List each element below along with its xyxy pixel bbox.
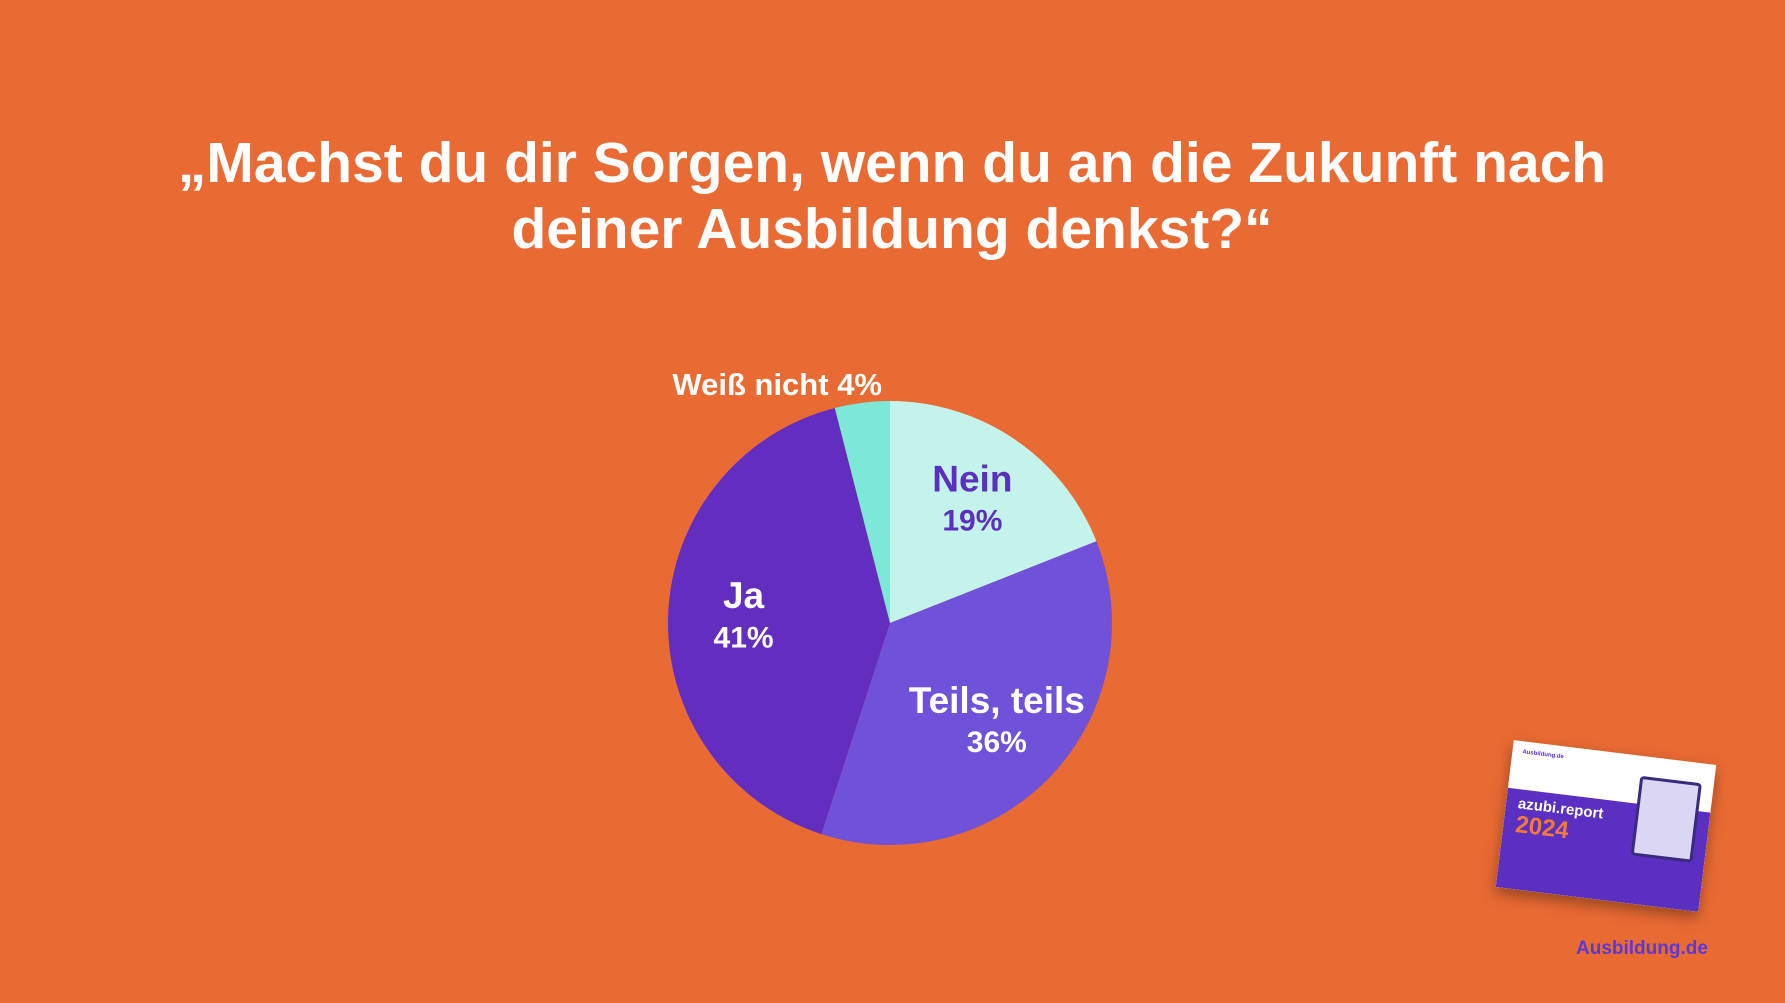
thumb-illustration xyxy=(1630,775,1702,863)
chart-title: „Machst du dir Sorgen, wenn du an die Zu… xyxy=(177,131,1607,261)
slice-label: Weiß nicht 4% xyxy=(672,367,882,402)
pie-slice xyxy=(821,541,1112,845)
brand-logo: Ausbildung.de xyxy=(1576,938,1708,959)
category-label: Ja xyxy=(723,575,765,616)
pie-slice xyxy=(668,407,890,835)
category-label: Teils, teils xyxy=(909,680,1085,721)
pie-slice xyxy=(890,401,1097,623)
pie-slice xyxy=(834,401,890,623)
category-label: Weiß nicht xyxy=(672,367,828,402)
value-label: 41% xyxy=(714,621,774,654)
value-label: 19% xyxy=(942,505,1002,538)
category-label: Nein xyxy=(932,459,1012,500)
report-thumbnail: Ausbildung.de azubi.report 2024 xyxy=(1495,740,1717,912)
value-label: 36% xyxy=(967,726,1027,759)
thumb-header: Ausbildung.de xyxy=(1521,749,1565,761)
value-label: 4% xyxy=(837,367,882,402)
